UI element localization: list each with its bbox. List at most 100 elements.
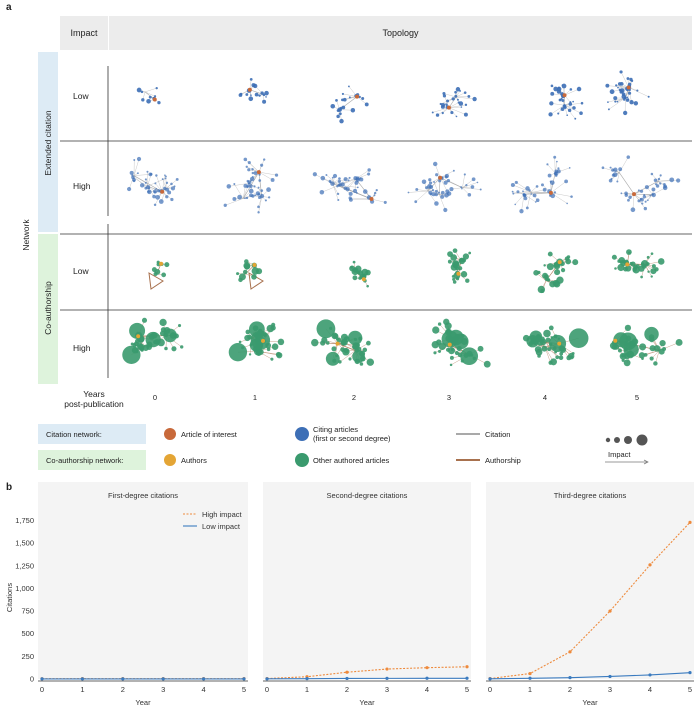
data-point-1-1-2	[345, 676, 349, 681]
network-thumb-r0-c2	[330, 85, 369, 124]
x-tick-label-2-4: 4	[648, 685, 652, 694]
x-tick-label-1-3: 3	[385, 685, 389, 694]
network-thumb-r1-c2	[312, 168, 387, 204]
network-thumb-r2-c0	[148, 260, 170, 290]
data-point-1-1-3	[385, 676, 389, 680]
legend-citing-articles-line2: (first or second degree)	[313, 434, 391, 443]
y-tick-label-1000: 1,000	[15, 584, 34, 593]
impact-header: Impact	[60, 16, 108, 50]
data-point-0-1-2	[121, 677, 125, 681]
extended-citation-label: Extended citation	[43, 110, 53, 176]
legend-citing-articles-line1: Citing articles	[313, 425, 359, 434]
years-label: Years post-publication	[64, 389, 124, 409]
network-thumb-r0-c3	[431, 87, 477, 118]
y-tick-label-500: 500	[21, 629, 34, 638]
coauthorship-label: Co-authorship	[43, 281, 53, 335]
network-label: Network	[21, 219, 31, 251]
data-point-0-1-0	[40, 677, 44, 681]
series-line-2-1	[489, 672, 691, 680]
line-chart-0: First-degree citations 0 1 2 3 4 5 Year 0 250 500 7…	[5, 482, 248, 707]
legend-low-impact: Low impact	[202, 522, 241, 531]
x-tick-label-2-3: 3	[608, 685, 612, 694]
network-thumb-r3-c3	[431, 318, 491, 368]
legend-citing-articles: Citing articles (first or second degree)	[313, 425, 391, 443]
coauthorship-band	[38, 234, 58, 384]
years-label-line1: Years	[83, 389, 105, 399]
data-point-1-1-4	[425, 676, 429, 680]
data-point-0-1-1	[80, 677, 84, 681]
row-label-coauthor-low: Low	[73, 266, 89, 276]
data-point-1-0-4	[425, 666, 429, 670]
y-tick-label-1500: 1,500	[15, 539, 34, 548]
line-chart-1: Second-degree citations 0 1 2 3 4 5 Year	[263, 482, 471, 707]
x-tick-label-0-4: 4	[202, 685, 206, 694]
x-tick-label-0-1: 1	[80, 685, 84, 694]
data-point-2-1-3	[608, 674, 612, 679]
chart-bg-2	[486, 482, 694, 679]
y-axis-label: Citations	[5, 583, 14, 612]
x-tick-label-0-3: 3	[161, 685, 165, 694]
legend-authors: Authors	[181, 456, 207, 465]
x-tick-label-1-5: 5	[465, 685, 469, 694]
series-line-1-0	[266, 666, 468, 680]
data-point-0-1-4	[202, 677, 206, 681]
citing-articles-icon	[295, 427, 309, 441]
chart-legend: High impact Low impact	[183, 510, 243, 531]
data-point-2-1-5	[688, 671, 692, 675]
year-tick-3: 3	[446, 393, 452, 402]
network-thumb-r2-c3	[447, 248, 472, 284]
data-point-2-1-2	[568, 676, 572, 680]
year-tick-0: 0	[152, 393, 158, 402]
impact-scale-icon	[605, 434, 649, 465]
network-thumb-r1-c1	[223, 157, 279, 214]
series-line-2-0	[489, 521, 691, 680]
data-point-1-1-1	[305, 677, 309, 681]
network-thumb-r0-c0	[136, 86, 161, 105]
x-tick-label-0-0: 0	[40, 685, 44, 694]
network-thumb-r3-c1	[228, 321, 285, 362]
year-tick-1: 1	[252, 393, 258, 402]
row-label-citation-low: Low	[73, 91, 89, 101]
authors-icon	[164, 454, 176, 466]
x-tick-label-0-5: 5	[242, 685, 246, 694]
data-point-2-0-1	[528, 671, 532, 676]
network-thumb-r0-c5	[605, 70, 650, 116]
data-point-2-0-4	[648, 563, 652, 567]
network-thumb-r2-c2	[349, 260, 371, 288]
y-tick-label-0: 0	[30, 675, 34, 684]
series-line-1-1	[266, 677, 467, 680]
data-point-0-1-5	[242, 677, 246, 681]
data-point-1-1-5	[465, 676, 469, 680]
network-thumb-r2-c4	[533, 251, 579, 294]
x-tick-label-1-0: 0	[265, 685, 269, 694]
network-thumb-r2-c1	[236, 259, 264, 290]
network-thumb-r0-c1	[238, 77, 269, 104]
data-point-1-0-5	[465, 665, 469, 669]
network-thumb-r0-c4	[548, 83, 584, 120]
legend-authorship: Authorship	[485, 456, 521, 465]
citation-network-legend-label: Citation network:	[38, 424, 146, 444]
article-of-interest-icon	[164, 428, 176, 440]
x-axis-label-1: Year	[359, 698, 375, 707]
x-tick-label-0-2: 2	[121, 685, 125, 694]
data-point-1-0-3	[385, 667, 389, 671]
data-point-2-0-3	[608, 609, 612, 613]
x-axis-label-0: Year	[135, 698, 151, 707]
data-point-1-0-2	[345, 670, 349, 674]
network-thumb-r3-c0	[122, 317, 184, 364]
data-point-2-1-0	[488, 677, 492, 681]
x-tick-label-2-5: 5	[688, 685, 692, 694]
year-tick-2: 2	[351, 393, 357, 402]
extended-citation-band	[38, 52, 58, 232]
data-point-2-0-5	[688, 520, 692, 524]
panel-a-label: a	[6, 2, 12, 13]
legend-high-impact: High impact	[202, 510, 243, 519]
data-point-2-0-2	[568, 650, 572, 654]
year-tick-5: 5	[634, 393, 640, 402]
data-point-2-1-4	[648, 673, 652, 677]
years-label-line2: post-publication	[64, 399, 124, 409]
legend-other-authored: Other authored articles	[313, 456, 390, 465]
network-thumb-r1-c0	[127, 156, 179, 207]
network-thumb-r3-c5	[609, 324, 683, 367]
